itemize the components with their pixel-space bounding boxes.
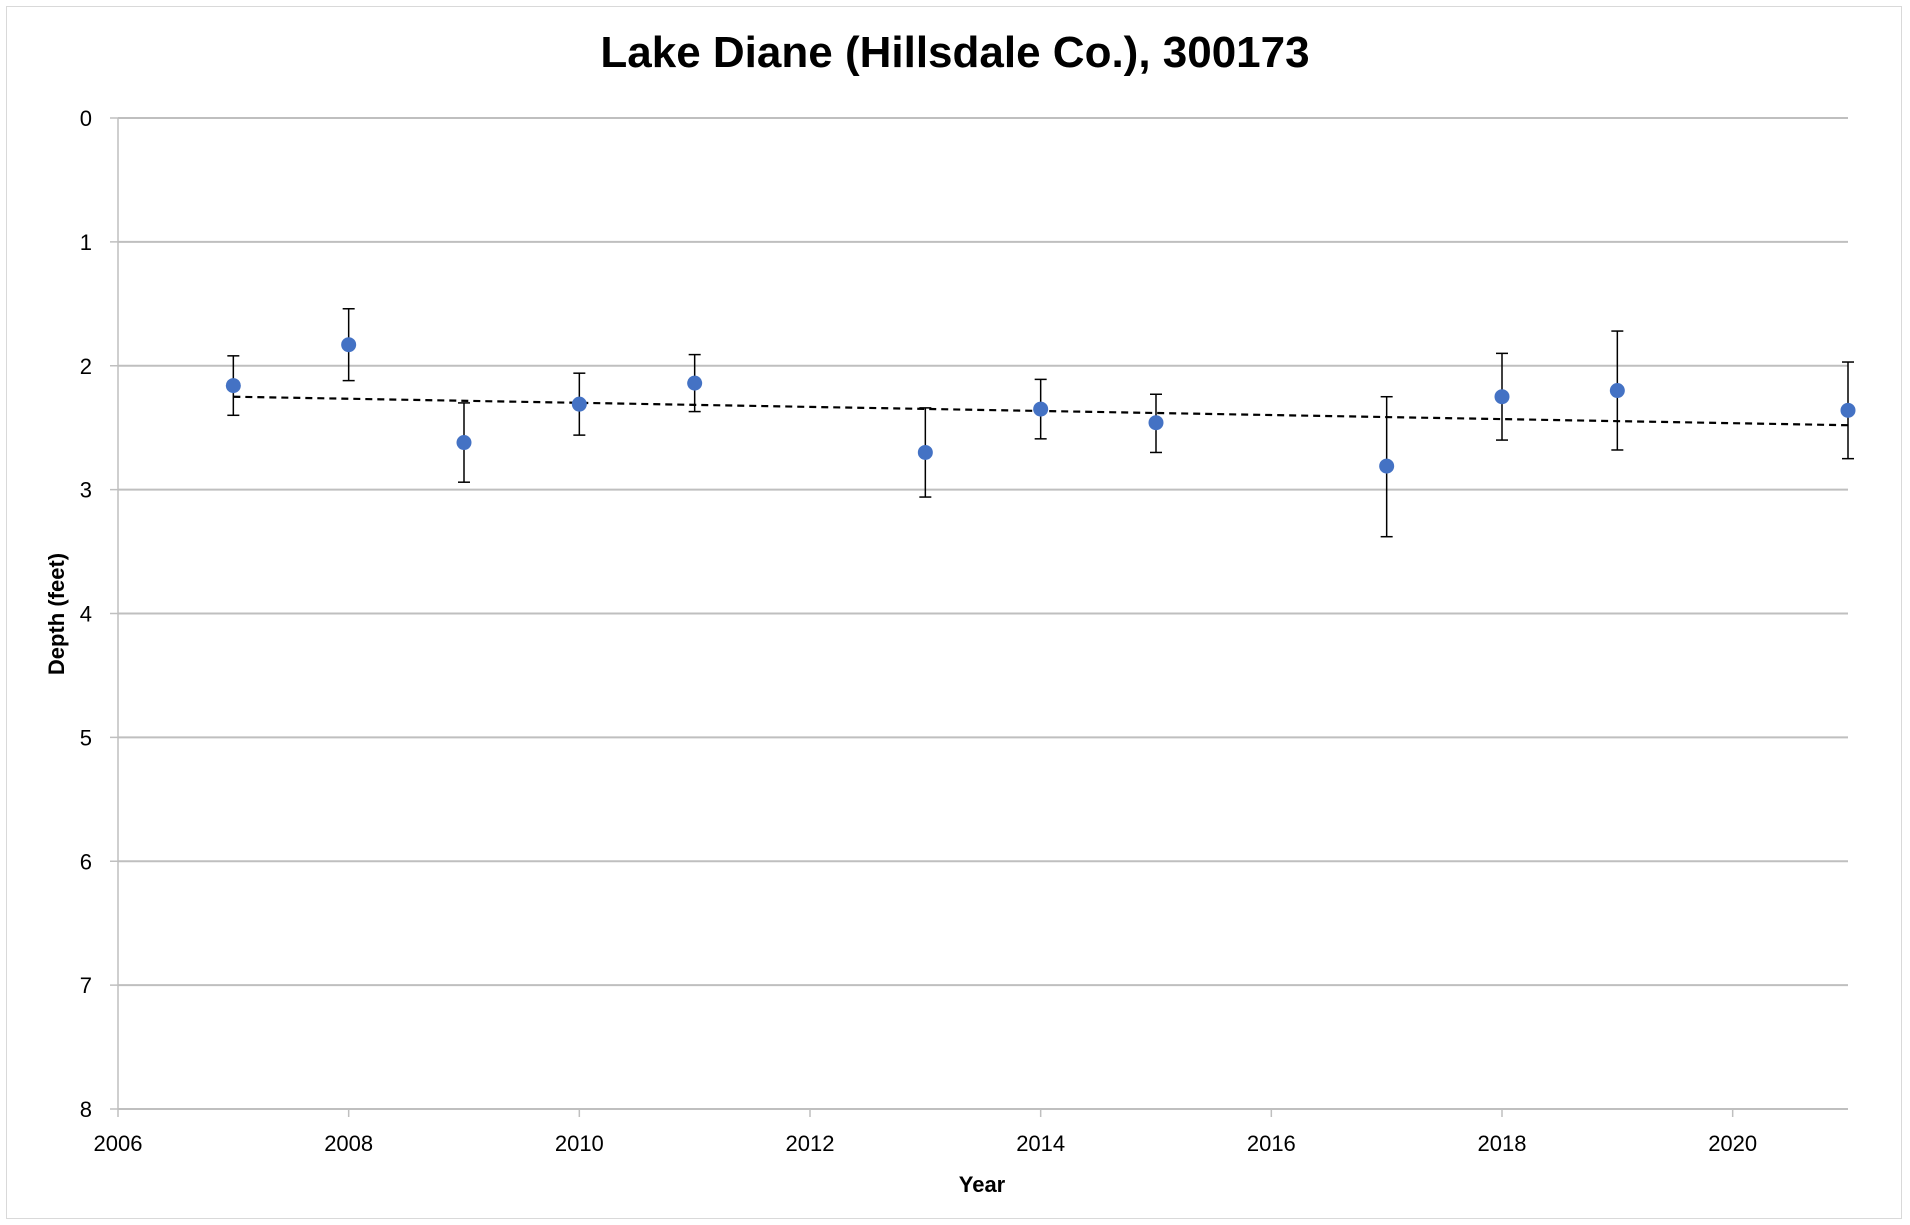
- data-point-2011: [687, 375, 703, 391]
- data-point-2019: [1609, 383, 1625, 399]
- x-tick-label-2012: 2012: [786, 1131, 835, 1156]
- x-tick-label-2018: 2018: [1478, 1131, 1527, 1156]
- y-tick-label-2: 2: [80, 354, 92, 379]
- data-point-2007: [225, 378, 241, 394]
- data-point-2008: [341, 337, 357, 353]
- x-axis-title: Year: [959, 1172, 1006, 1197]
- y-tick-label-5: 5: [80, 725, 92, 750]
- y-tick-label-6: 6: [80, 849, 92, 874]
- data-point-2021: [1840, 402, 1856, 418]
- x-tick-label-2016: 2016: [1247, 1131, 1296, 1156]
- points-layer: [225, 337, 1856, 474]
- y-tick-label-3: 3: [80, 478, 92, 503]
- data-point-2013: [917, 444, 933, 460]
- error-bars-layer: [227, 308, 1854, 538]
- y-axis-ticks: 0 1 2 3 4 5 6 7 8: [80, 106, 118, 1122]
- data-point-2014: [1033, 401, 1049, 417]
- x-tick-label-2014: 2014: [1016, 1131, 1065, 1156]
- chart-title: Lake Diane (Hillsdale Co.), 300173: [600, 28, 1310, 77]
- y-tick-label-1: 1: [80, 230, 92, 255]
- x-axis-ticks: 2006 2008 2010 2012 2014 2016 2018 2020: [94, 1109, 1757, 1156]
- y-tick-label-4: 4: [80, 602, 92, 627]
- data-point-2010: [571, 396, 587, 412]
- x-tick-label-2006: 2006: [94, 1131, 143, 1156]
- x-tick-label-2008: 2008: [324, 1131, 373, 1156]
- y-tick-label-0: 0: [80, 106, 92, 131]
- x-tick-label-2020: 2020: [1708, 1131, 1757, 1156]
- y-tick-label-7: 7: [80, 973, 92, 998]
- y-tick-label-8: 8: [80, 1097, 92, 1122]
- y-axis-title: Depth (feet): [44, 553, 69, 675]
- x-tick-label-2010: 2010: [555, 1131, 604, 1156]
- gridlines: [118, 117, 1848, 1110]
- data-point-2015: [1148, 415, 1164, 431]
- data-point-2017: [1379, 458, 1395, 474]
- data-point-2009: [456, 435, 472, 451]
- data-point-2018: [1494, 389, 1510, 405]
